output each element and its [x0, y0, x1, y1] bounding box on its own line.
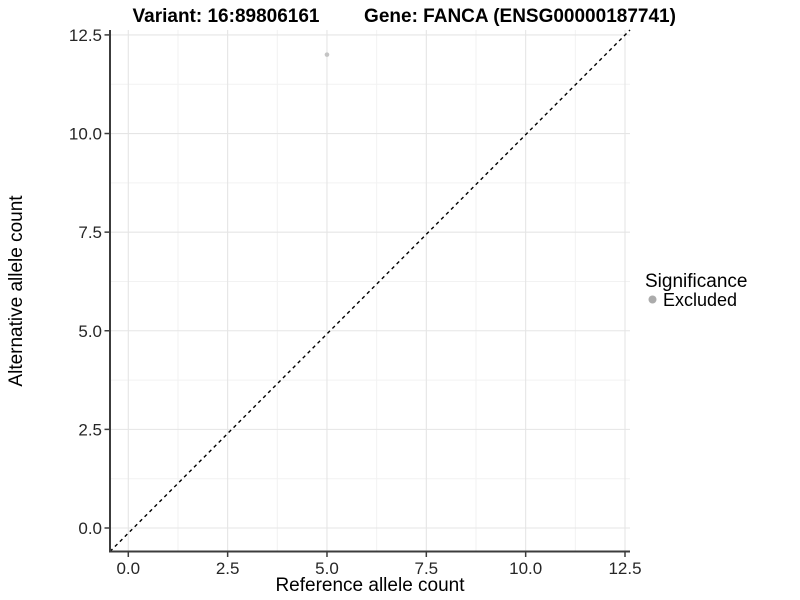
y-tick-label: 5.0: [78, 322, 102, 341]
x-tick-label: 0.0: [116, 559, 140, 578]
legend-title: Significance: [645, 271, 747, 292]
data-point: [324, 52, 330, 57]
x-axis-title: Reference allele count: [275, 575, 465, 596]
x-tick-label: 12.5: [608, 559, 641, 578]
axes-layer: 0.0 2.5 5.0 7.5 10.0 12.5 0.0 2.5 5.0 7.5 10.0 12.5: [69, 26, 642, 578]
x-tick-label: 5.0: [315, 559, 339, 578]
legend-key-dot-icon: [648, 295, 657, 304]
x-tick-label: 10.0: [509, 559, 542, 578]
legend-item-label: Excluded: [663, 290, 737, 310]
plot-title-gene: Gene: FANCA (ENSG00000187741): [364, 6, 676, 27]
gridlines: [110, 30, 630, 552]
y-tick-label: 12.5: [69, 26, 102, 45]
identity-dashed-line: [109, 29, 631, 552]
data-layer: [109, 29, 631, 552]
y-axis-title: Alternative allele count: [6, 195, 27, 387]
legend: Significance Excluded: [645, 271, 747, 310]
x-tick-label: 7.5: [414, 559, 438, 578]
x-tick-label: 2.5: [216, 559, 240, 578]
y-tick-label: 10.0: [69, 125, 102, 144]
y-tick-label: 2.5: [78, 420, 102, 439]
y-tick-label: 7.5: [78, 223, 102, 242]
y-tick-label: 0.0: [78, 519, 102, 538]
plot-title-variant: Variant: 16:89806161: [133, 6, 320, 27]
